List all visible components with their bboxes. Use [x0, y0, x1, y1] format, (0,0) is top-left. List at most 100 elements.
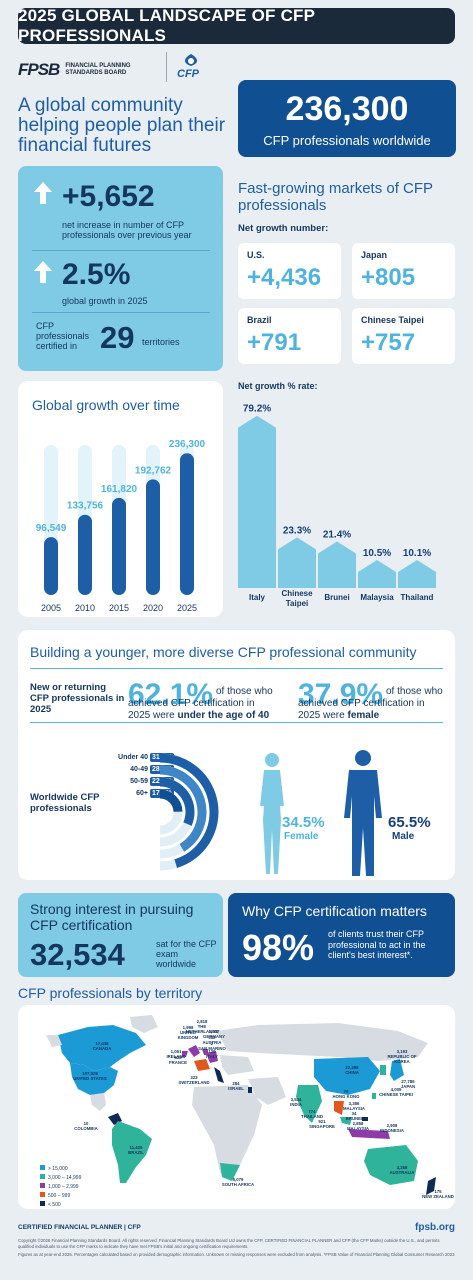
arrow-up-icon	[34, 261, 52, 283]
map-alaska	[46, 1035, 62, 1047]
map-territory-name: THAILAND	[301, 1114, 323, 1119]
male-word: Male	[392, 831, 415, 842]
map-territory-label: 34 BRUNEI	[336, 1111, 372, 1121]
footer-cfp-line: CERTIFIED FINANCIAL PLANNER | CFP	[18, 1224, 141, 1231]
map-territory-value: 5,079	[232, 1177, 244, 1182]
map-territory-name: HONG KONG	[332, 1094, 360, 1099]
map-territory-label: 284 ISRAEL	[218, 1081, 254, 1091]
map-territory-label: 921 SINGAPORE	[304, 1119, 340, 1129]
market-value: +805	[361, 264, 416, 291]
female-figure-icon	[260, 753, 284, 874]
x-tick-label: 2025	[177, 603, 197, 613]
intro-headline: A global community helping people plan t…	[18, 95, 226, 156]
younger-divider	[30, 722, 443, 723]
map-territory-name: NEW ZEALAND	[422, 1194, 454, 1199]
map-territory-name: BRAZIL	[128, 1150, 144, 1155]
map-uk	[188, 1045, 200, 1057]
age-ring-arc	[160, 777, 195, 826]
map-territory-value: 3,193	[396, 1049, 408, 1054]
cfp-logo: CFP	[174, 52, 208, 82]
bar	[44, 537, 58, 595]
market-value: +4,436	[247, 264, 322, 291]
territory-title: CFP professionals by territory	[18, 985, 203, 1001]
map-territory-label: 11,425 BRAZIL	[118, 1145, 154, 1155]
female-share: 34.5%	[282, 814, 325, 831]
growth-stats-box: +5,652 net increase in number of CFP pro…	[18, 166, 223, 371]
map-territory-label: 129 ITALY	[194, 1049, 230, 1059]
legend-label: > 15,000	[48, 1166, 68, 1172]
worldwide-demo-card: Worldwide CFP professionals Under 40 31.7…	[18, 744, 455, 880]
map-chinese-taipei	[372, 1093, 376, 1099]
map-france	[194, 1059, 210, 1071]
worldwide-box: 236,300 CFP professionals worldwide	[238, 80, 456, 157]
rate-category-label: Chinese	[281, 589, 313, 598]
map-territory-label: 17,446 CANADA	[84, 1041, 120, 1051]
age-ring-arc	[160, 753, 219, 868]
territories-label: territories	[142, 337, 180, 347]
increase-label: net increase in number of CFP profession…	[62, 220, 192, 240]
why-box: Why CFP certification matters 98% of cli…	[228, 893, 455, 977]
younger-title: Building a younger, more diverse CFP pro…	[30, 644, 417, 660]
map-territory-name: SAN MARINO	[198, 1046, 226, 1051]
market-value: +791	[247, 329, 302, 356]
map-territory-value: 11,425	[129, 1145, 143, 1150]
map-malaysia	[340, 1117, 352, 1125]
map-territory-name: INDONESIA	[380, 1128, 404, 1133]
legend-label: 1,000 – 2,999	[48, 1184, 79, 1190]
female-pct: 37.9%	[298, 678, 384, 711]
logo-row: FPSB FINANCIAL PLANNING STANDARDS BOARD	[18, 56, 135, 84]
worldwide-label: Worldwide CFP professionals	[30, 792, 100, 814]
rate-value-label: 23.3%	[283, 525, 311, 536]
map-territory-value: 175	[434, 1189, 442, 1194]
map-territory-label: 79 HONG KONG	[328, 1089, 364, 1099]
cfp-logo-text: CFP	[177, 68, 199, 80]
map-territory-value: 10	[83, 1121, 89, 1126]
rate-category-label: Italy	[249, 593, 266, 602]
map-china	[314, 1057, 380, 1095]
female-text-a: of those who achieved CFP certification …	[298, 686, 443, 721]
market-name: Japan	[361, 250, 388, 260]
map-territory-label: 27,786 JAPAN	[390, 1079, 426, 1089]
interest-value: 32,534	[30, 937, 125, 972]
territory-map-card: > 15,000 3,000 – 14,999 1,000 – 2,999 500 –…	[18, 1005, 455, 1209]
rate-label: global growth in 2025	[62, 296, 148, 306]
stat-divider	[32, 250, 210, 251]
bar	[112, 497, 126, 595]
map-territory-name: CHINA	[345, 1070, 359, 1075]
map-territory-label: 175 NEW ZEALAND	[420, 1189, 456, 1199]
rate-category-label: Brunei	[324, 593, 349, 602]
map-territory-name: UNITED STATES	[73, 1076, 107, 1081]
map-italy	[214, 1067, 224, 1083]
male-share: 65.5%	[388, 814, 431, 831]
bar-value-label: 236,300	[169, 439, 206, 450]
footer-url[interactable]: fpsb.org	[415, 1222, 455, 1233]
bar-value-label: 161,820	[101, 484, 138, 495]
map-territory-name: MALAYSIA	[342, 1106, 366, 1111]
map-mexico	[90, 1093, 106, 1111]
rate-column	[318, 541, 356, 588]
map-territory-value: 22,398	[345, 1065, 359, 1070]
rate-value-label: 21.4%	[323, 529, 351, 540]
stat-divider	[32, 312, 210, 313]
bar	[78, 514, 92, 595]
interest-label: sat for the CFP exam worldwide	[156, 939, 217, 969]
rate-column	[238, 415, 276, 588]
bar-value-label: 192,762	[135, 465, 172, 476]
x-tick-label: 2020	[143, 603, 163, 613]
map-territory-name: CHINESE TAIPEI	[379, 1092, 413, 1097]
map-south-africa	[220, 1163, 240, 1181]
map-territory-name: SWITZERLAND	[178, 1080, 210, 1085]
younger-divider	[30, 668, 443, 669]
interest-box: Strong interest in pursuing CFP certific…	[18, 893, 223, 977]
map-korea	[380, 1065, 386, 1075]
map-russia	[216, 1023, 428, 1061]
map-territory-name: CANADA	[92, 1046, 112, 1051]
legend-label: < 500	[48, 1202, 61, 1208]
why-label: of clients trust their CFP professional …	[328, 929, 426, 960]
map-territory-value: 3,534	[290, 1097, 302, 1102]
map-territory-value: 3,386	[348, 1101, 360, 1106]
certified-prefix: CFP professionals certified in	[36, 321, 90, 351]
growth-chart-title: Global growth over time	[32, 397, 180, 413]
map-territory-value: 4,005	[390, 1087, 402, 1092]
